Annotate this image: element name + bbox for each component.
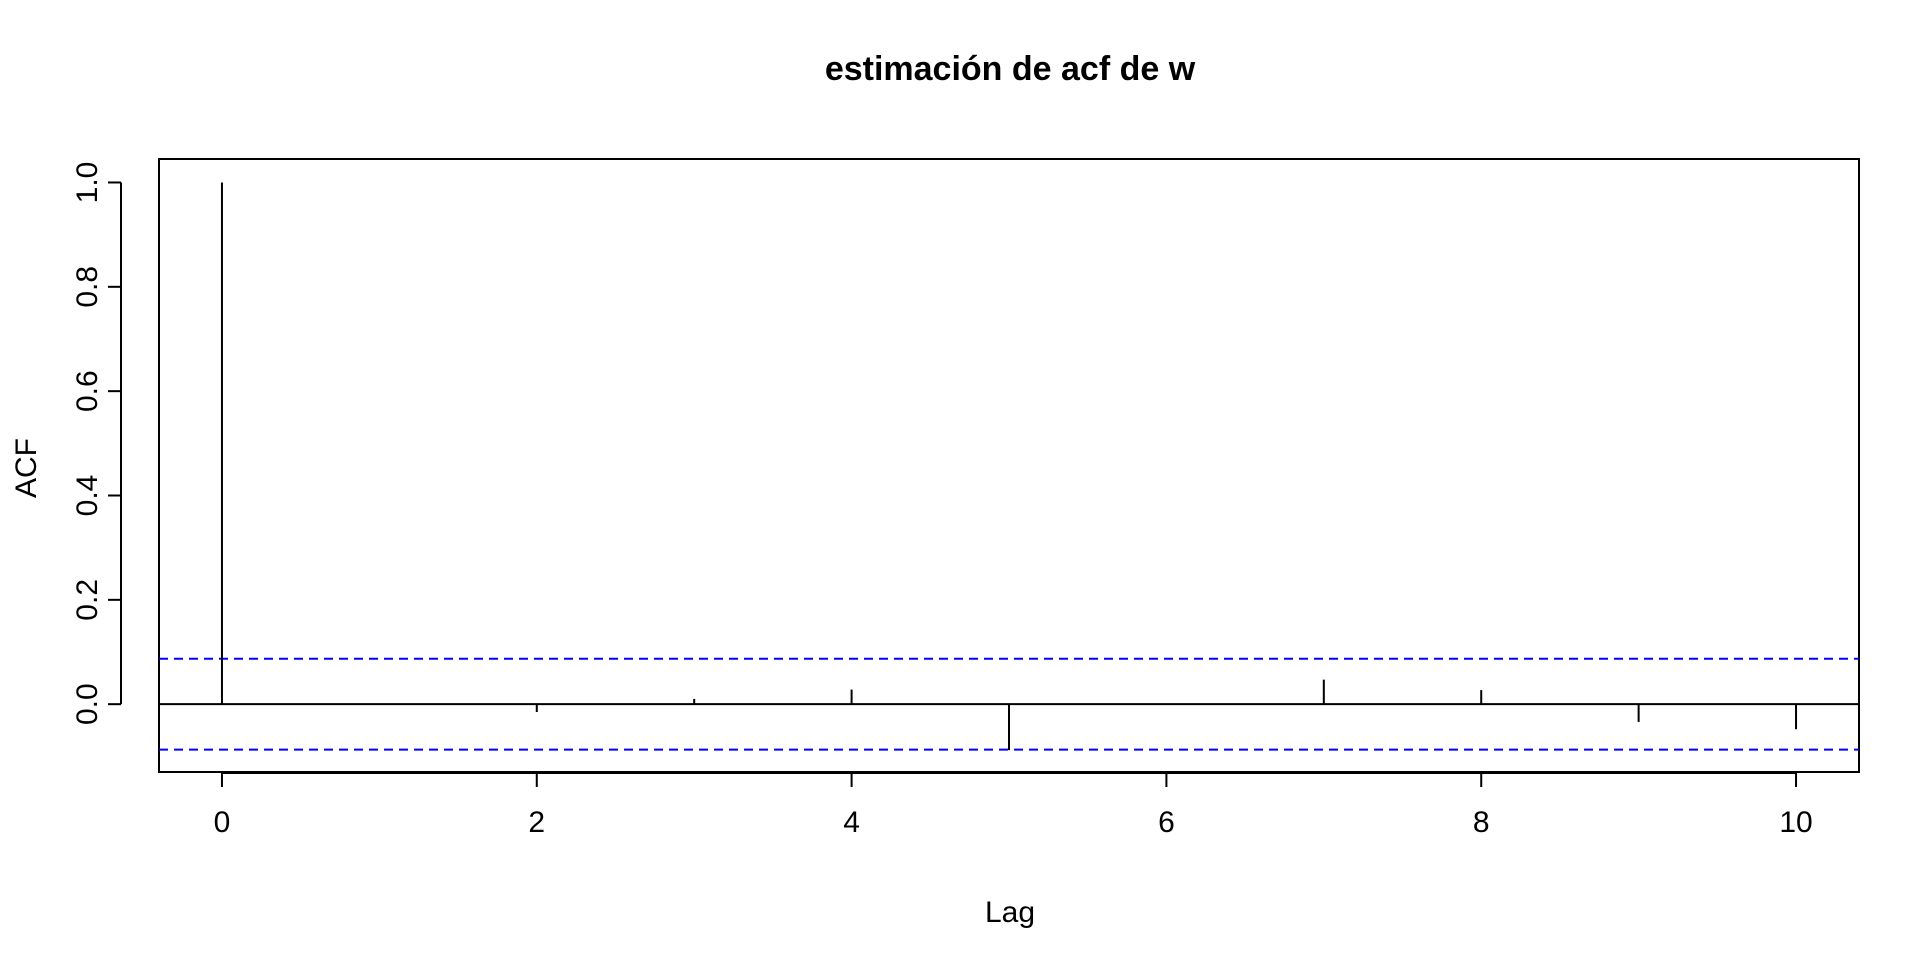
y-axis-label: ACF <box>10 438 43 498</box>
x-tick-label: 2 <box>528 806 545 839</box>
x-axis: 0 2 4 6 8 10 <box>214 772 1813 839</box>
x-axis-label: Lag <box>985 896 1035 929</box>
x-tick-label: 4 <box>843 806 860 839</box>
y-tick-label: 0.4 <box>71 475 104 517</box>
y-tick-label: 0.0 <box>71 683 104 725</box>
y-tick-label: 0.2 <box>71 579 104 621</box>
acf-bars <box>220 182 1798 751</box>
x-tick-label: 10 <box>1779 806 1812 839</box>
y-tick-label: 0.8 <box>71 266 104 308</box>
y-axis: 0.0 0.2 0.4 0.6 0.8 1.0 <box>71 162 122 725</box>
x-tick-label: 0 <box>214 806 231 839</box>
plot-frame <box>158 158 1860 773</box>
y-tick-label: 0.6 <box>71 370 104 412</box>
x-tick-label: 8 <box>1473 806 1490 839</box>
x-tick-label: 6 <box>1158 806 1175 839</box>
y-tick-label: 1.0 <box>71 162 104 204</box>
chart-title: estimación de acf de w <box>825 50 1196 88</box>
